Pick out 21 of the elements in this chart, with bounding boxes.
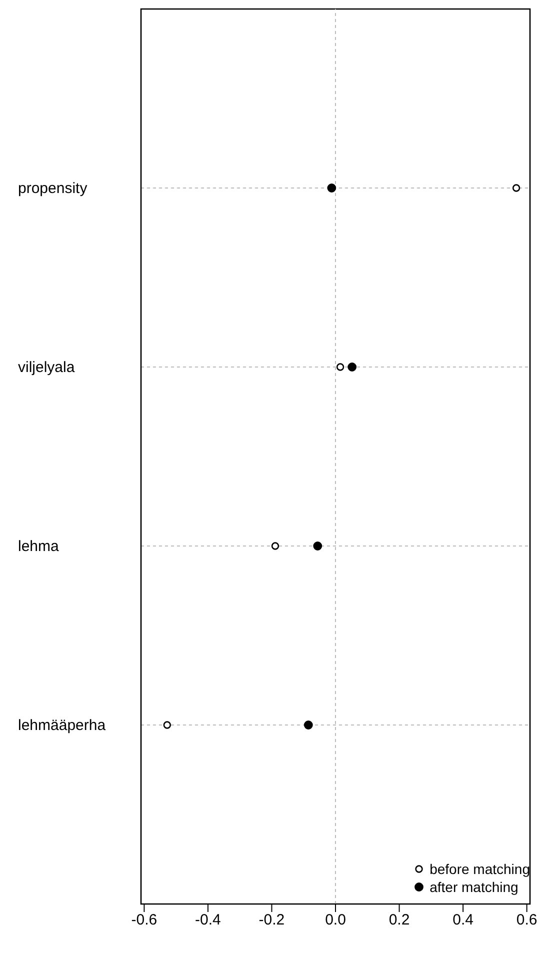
point: [512, 184, 520, 192]
point: [348, 362, 357, 372]
y-tick-label: viljelyala: [18, 359, 76, 376]
point: [271, 542, 280, 550]
x-tick-label: -0.6: [131, 912, 158, 929]
point: [336, 363, 344, 371]
x-tick-label: 0.4: [452, 912, 474, 929]
x-tick-label: -0.2: [258, 912, 285, 929]
x-tick-label: 0.2: [388, 912, 410, 929]
point: [163, 721, 171, 729]
x-tick-label: 0.6: [516, 912, 538, 929]
legend-label: before matching: [430, 860, 530, 878]
x-tick-label: 0.0: [325, 912, 346, 929]
legend-label: after matching: [430, 878, 518, 896]
y-tick-label: propensity: [18, 180, 88, 197]
point: [327, 184, 336, 192]
point: [313, 542, 322, 550]
point: [304, 720, 313, 730]
y-tick-label: lehmääperha: [18, 717, 106, 734]
y-tick-label: lehma: [18, 538, 60, 555]
x-tick-label: -0.4: [195, 912, 221, 929]
